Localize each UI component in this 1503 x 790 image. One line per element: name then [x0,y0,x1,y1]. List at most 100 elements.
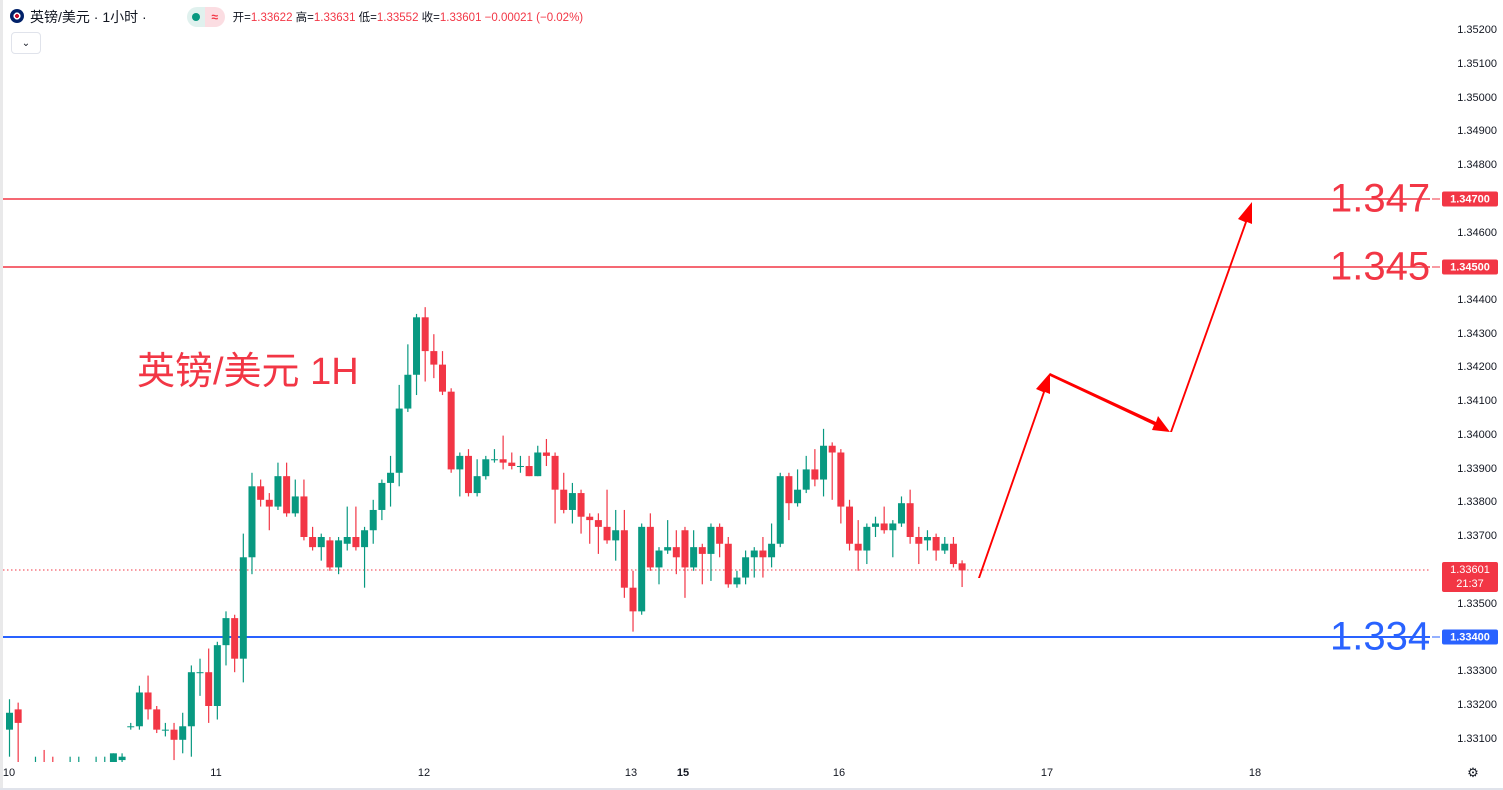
candle[interactable] [889,520,897,558]
candle[interactable] [326,537,334,571]
candle[interactable] [854,520,862,571]
arrow-up-2[interactable] [1170,202,1252,432]
candle[interactable] [300,479,308,541]
candle[interactable] [387,455,395,507]
candle[interactable] [863,523,871,565]
candle[interactable] [534,445,542,477]
candle[interactable] [421,307,429,382]
candle[interactable] [67,756,74,781]
candle[interactable] [629,570,637,632]
candle[interactable] [395,384,403,487]
candle[interactable] [750,547,758,578]
candle[interactable] [949,537,957,568]
candle[interactable] [101,756,108,774]
symbol-title[interactable]: 英镑/美元 · 1小时 · [30,9,147,25]
candle[interactable] [413,313,421,396]
candle[interactable] [248,472,256,575]
candle[interactable] [620,509,628,598]
candle[interactable] [179,712,187,754]
candle[interactable] [482,455,490,480]
candle[interactable] [733,570,741,588]
candle[interactable] [923,530,931,551]
candle[interactable] [508,452,516,470]
candle[interactable] [161,722,169,737]
candle[interactable] [872,516,879,537]
candle[interactable] [594,513,602,554]
candle[interactable] [811,449,819,487]
candle[interactable] [231,614,239,673]
arrow-down[interactable] [1050,373,1170,432]
candle[interactable] [820,428,828,497]
candle[interactable] [897,496,905,527]
target-label-1345[interactable]: 1.345 [1330,244,1431,289]
candle[interactable] [14,702,22,764]
candle[interactable] [586,513,594,544]
candle[interactable] [41,749,48,777]
candle[interactable] [187,665,195,757]
candle[interactable] [213,641,221,720]
candle[interactable] [93,756,100,777]
candle[interactable] [516,455,524,473]
candle[interactable] [915,526,923,565]
candle[interactable] [499,435,507,470]
arrow-up-1[interactable] [978,373,1050,578]
candle[interactable] [170,722,178,761]
candle[interactable] [880,506,888,534]
candle[interactable] [265,493,273,531]
candle[interactable] [343,506,351,551]
chart-annotation-title[interactable]: 英镑/美元 1H [137,351,359,393]
candle[interactable] [542,438,550,467]
projection-arrows[interactable] [978,202,1252,578]
candle[interactable] [655,547,663,585]
candle[interactable] [698,543,706,585]
candle[interactable] [352,506,360,551]
candle[interactable] [828,442,836,500]
candle[interactable] [603,489,611,544]
target-label-1347[interactable]: 1.347 [1330,176,1431,221]
candle[interactable] [430,334,438,379]
candle[interactable] [794,469,802,507]
candle[interactable] [439,351,446,396]
candle[interactable] [707,523,715,581]
candle[interactable] [906,489,914,544]
candle[interactable] [932,533,940,561]
candle[interactable] [568,482,576,524]
candle[interactable] [724,537,732,588]
candle[interactable] [274,462,282,510]
candle[interactable] [759,537,767,578]
candle[interactable] [109,753,117,773]
market-status-pill[interactable]: ≈ [186,7,225,27]
candle[interactable] [222,611,230,666]
candle[interactable] [464,449,472,497]
candle[interactable] [490,449,498,463]
candle[interactable] [23,763,30,773]
candle[interactable] [205,648,213,723]
candle[interactable] [309,526,317,551]
candle[interactable] [196,658,204,696]
candle[interactable] [785,472,793,521]
candle[interactable] [32,756,39,777]
candle[interactable] [404,344,412,412]
candle[interactable] [941,537,949,554]
candle[interactable] [646,513,654,571]
candle[interactable] [257,479,265,507]
candle[interactable] [802,455,810,494]
candle[interactable] [6,699,13,757]
candle[interactable] [239,533,247,683]
candle[interactable] [361,526,369,588]
candle[interactable] [638,523,646,615]
candle[interactable] [958,560,966,588]
candle[interactable] [118,753,126,767]
candle[interactable] [837,449,845,524]
chart-settings-gear-icon[interactable]: ⚙ [1467,765,1479,780]
candle[interactable] [144,675,152,720]
candle[interactable] [681,526,689,598]
candle[interactable] [153,706,161,734]
candle[interactable] [127,722,135,730]
candle[interactable] [846,499,854,551]
candle[interactable] [577,489,585,534]
collapse-legend-button[interactable]: ⌄ [11,32,41,54]
candle[interactable] [742,550,750,585]
candle[interactable] [551,452,559,524]
